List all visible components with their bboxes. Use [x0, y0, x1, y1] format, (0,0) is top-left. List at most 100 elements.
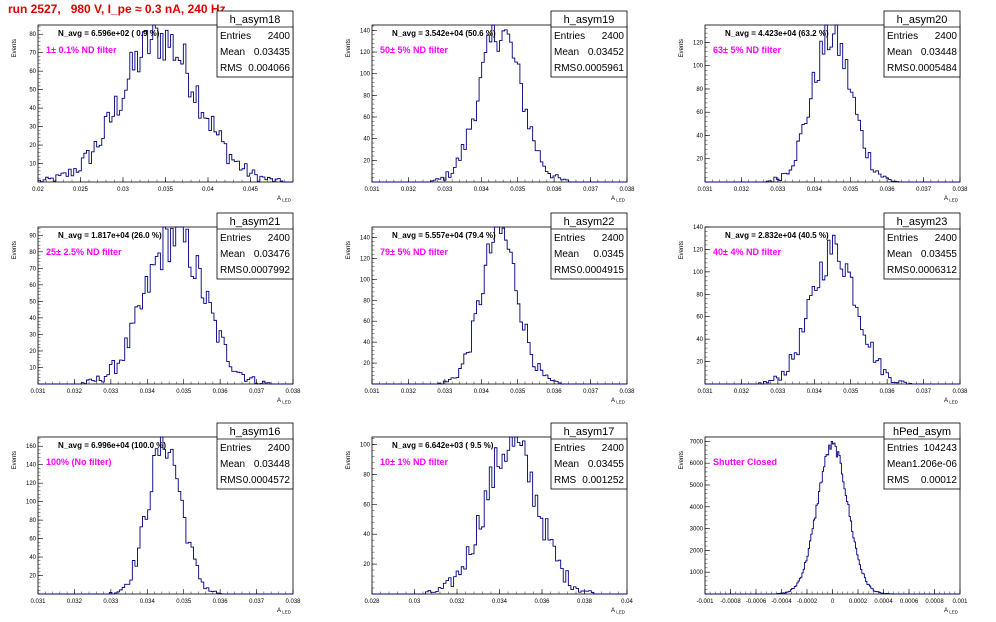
stat-value-mean: 0.03455 [921, 249, 958, 260]
stats-box: h_asym18 Entries 2400 Mean 0.03435 RMS 0.00406… [216, 10, 294, 78]
x-tick-label: 0.031 [697, 187, 713, 193]
stats-frame [216, 10, 294, 78]
y-tick-label: 120 [360, 256, 371, 262]
x-tick-label: 0.033 [103, 389, 119, 395]
navg-annotation: N_avg = 3.542e+04 (50.6 %) [392, 29, 496, 38]
stat-value-entries: 2400 [602, 233, 625, 244]
y-tick-label: 40 [363, 532, 370, 538]
histogram-panel-h_asym20: 20 40 60 80 100 120 0.031 0.032 0.033 0.034 0.035 0… [679, 10, 968, 203]
y-tick-label: 40 [363, 340, 370, 346]
x-axis-label-sub: LED [615, 400, 626, 405]
x-tick-label: 0.0004 [874, 599, 893, 605]
histogram-line [705, 441, 960, 595]
x-tick-label: 0.04 [202, 187, 214, 193]
y-tick-label: 40 [29, 106, 36, 112]
x-tick-label: 0.034 [474, 389, 490, 395]
y-tick-label: 40 [29, 316, 36, 322]
x-tick-label: 0.037 [583, 389, 599, 395]
plot-frame [37, 436, 294, 595]
stat-key-entries: Entries [220, 31, 251, 42]
x-tick-label: 0.034 [140, 389, 156, 395]
x-axis-label: A LED [277, 398, 292, 405]
x-axis-label: A LED [944, 398, 959, 405]
stat-value-entries: 2400 [268, 233, 291, 244]
y-tick-label: 1000 [690, 570, 704, 576]
y-tick-label: 60 [29, 537, 36, 543]
x-tick-label: 0.031 [697, 389, 713, 395]
y-tick-label: 80 [363, 93, 370, 99]
histogram-name: h_asym20 [897, 14, 948, 26]
y-tick-label: 20 [363, 158, 370, 164]
x-tick-label: 0.035 [158, 187, 174, 193]
x-tick-label: 0.037 [583, 187, 599, 193]
x-tick-label: 0.036 [880, 389, 896, 395]
x-tick-label: 0.032 [67, 599, 83, 605]
y-axis-label: Events [346, 39, 352, 57]
y-tick-label: 100 [360, 277, 371, 283]
y-axis-label: Events [346, 451, 352, 469]
stat-key-entries: Entries [887, 31, 918, 42]
filter-label: 79± 5% ND filter [380, 247, 448, 257]
stat-value-rms: 0.0004915 [577, 265, 625, 276]
x-tick-label: 0.032 [449, 599, 465, 605]
x-axis-label: A LED [277, 196, 292, 203]
stat-key-mean: Mean [887, 47, 912, 58]
x-tick-label: 0.031 [364, 389, 380, 395]
histogram-name: h_asym16 [230, 426, 281, 438]
histogram-name: h_asym18 [230, 14, 281, 26]
y-axis-label: Events [679, 451, 685, 469]
stat-value-entries: 104243 [924, 443, 958, 454]
stat-key-entries: Entries [554, 443, 585, 454]
stat-key-mean: Mean [887, 459, 912, 470]
x-axis-label: A LED [611, 608, 626, 615]
x-axis-label-sub: LED [281, 610, 292, 615]
x-axis-label-sub: LED [948, 400, 959, 405]
x-axis-label-sub: LED [281, 198, 292, 203]
x-tick-label: 0.036 [213, 389, 229, 395]
y-tick-label: 60 [363, 319, 370, 325]
x-tick-label: 0.035 [176, 599, 192, 605]
navg-annotation: N_avg = 6.996e+04 (100.0 %) [58, 441, 166, 450]
stat-value-rms: 0.0006312 [910, 265, 958, 276]
x-tick-label: 0.035 [843, 389, 859, 395]
stat-value-rms: 0.0005484 [910, 63, 958, 74]
y-tick-label: 80 [363, 298, 370, 304]
stat-key-rms: RMS [220, 265, 243, 276]
histogram-name: h_asym23 [897, 216, 948, 228]
stat-key-mean: Mean [554, 47, 579, 58]
y-tick-label: 70 [29, 266, 36, 272]
x-tick-label: -0.0006 [746, 599, 767, 605]
y-tick-label: 2000 [690, 548, 704, 554]
x-tick-label: 0.038 [952, 389, 968, 395]
stat-key-mean: Mean [220, 47, 245, 58]
histogram-line [705, 24, 960, 183]
stats-frame [550, 10, 628, 78]
y-tick-label: 120 [26, 481, 37, 487]
stats-box: h_asym21 Entries 2400 Mean 0.03476 RMS 0.00079… [216, 212, 294, 280]
x-tick-label: 0.034 [807, 389, 823, 395]
plot-frame [371, 24, 628, 183]
x-tick-label: 0.001 [952, 599, 968, 605]
x-tick-label: 0.031 [364, 187, 380, 193]
stat-value-mean: 0.03455 [588, 459, 625, 470]
histogram-panel-h_asym16: 20 40 60 80 100 120 140 160 0.031 0.032 0.033 0.034… [12, 422, 301, 615]
x-axis-label: A LED [611, 398, 626, 405]
histogram-line [372, 24, 627, 183]
x-tick-label: 0.033 [770, 187, 786, 193]
x-tick-label: 0.038 [285, 389, 301, 395]
x-tick-label: 0.036 [534, 599, 550, 605]
x-tick-label: 0.033 [437, 187, 453, 193]
y-tick-label: 60 [29, 283, 36, 289]
y-tick-label: 100 [26, 500, 37, 506]
stat-key-entries: Entries [887, 443, 918, 454]
y-tick-label: 140 [360, 28, 371, 34]
x-tick-label: 0.038 [619, 389, 635, 395]
stat-key-rms: RMS [887, 63, 910, 74]
x-tick-label: 0.031 [30, 389, 46, 395]
stat-value-mean: 0.0345 [593, 249, 624, 260]
y-tick-label: 5000 [690, 483, 704, 489]
x-tick-label: 0.037 [249, 599, 265, 605]
stats-frame [550, 212, 628, 280]
x-tick-label: 0.037 [916, 389, 932, 395]
